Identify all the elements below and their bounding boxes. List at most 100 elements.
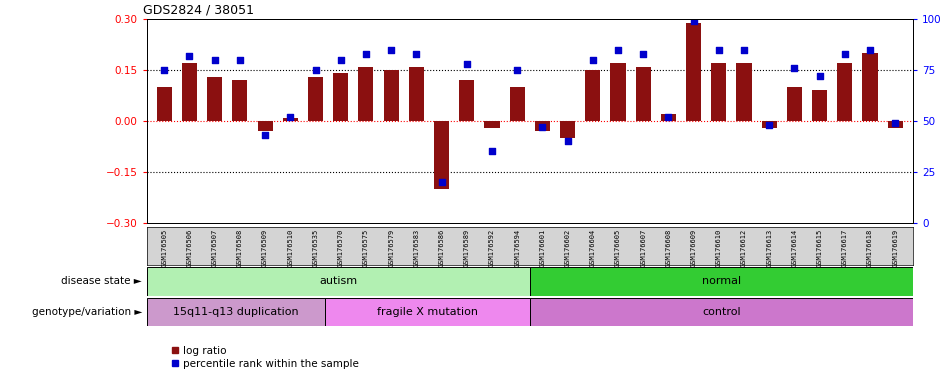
Bar: [157, 87, 172, 121]
Point: [257, 132, 272, 138]
Text: GSM176509: GSM176509: [262, 228, 268, 267]
Text: GSM176506: GSM176506: [186, 228, 192, 267]
Text: normal: normal: [702, 276, 741, 286]
Point: [787, 65, 802, 71]
Bar: [182, 63, 197, 121]
Text: disease state ►: disease state ►: [61, 276, 142, 286]
Bar: [147, 267, 530, 296]
Bar: [484, 121, 499, 128]
Bar: [762, 121, 777, 128]
Point: [333, 57, 348, 63]
Text: control: control: [702, 307, 741, 317]
Text: GSM176505: GSM176505: [161, 228, 167, 267]
Point: [812, 73, 827, 79]
Text: GSM176579: GSM176579: [388, 228, 394, 267]
Legend: log ratio, percentile rank within the sample: log ratio, percentile rank within the sa…: [171, 346, 359, 369]
Point: [510, 67, 525, 73]
Point: [610, 47, 625, 53]
Text: GSM176615: GSM176615: [816, 228, 823, 267]
Text: GSM176614: GSM176614: [792, 228, 797, 267]
Bar: [787, 87, 802, 121]
Text: GSM176604: GSM176604: [589, 228, 596, 267]
Text: GSM176618: GSM176618: [867, 228, 873, 267]
Text: GSM176589: GSM176589: [464, 228, 470, 267]
Point: [207, 57, 222, 63]
Bar: [530, 267, 913, 296]
Bar: [636, 67, 651, 121]
Text: GSM176592: GSM176592: [489, 228, 495, 267]
Text: GSM176601: GSM176601: [539, 228, 545, 267]
Bar: [863, 53, 878, 121]
Text: GSM176570: GSM176570: [338, 228, 343, 267]
Text: GSM176612: GSM176612: [741, 228, 747, 267]
Bar: [233, 80, 248, 121]
Bar: [333, 73, 348, 121]
Point: [157, 67, 172, 73]
Bar: [887, 121, 902, 128]
Point: [359, 51, 374, 57]
Bar: [510, 87, 525, 121]
Text: 15q11-q13 duplication: 15q11-q13 duplication: [173, 307, 299, 317]
Point: [560, 138, 575, 144]
Text: GSM176609: GSM176609: [691, 228, 696, 267]
Bar: [736, 63, 751, 121]
Text: genotype/variation ►: genotype/variation ►: [31, 307, 142, 317]
Bar: [812, 91, 827, 121]
Point: [762, 122, 777, 128]
Text: GSM176608: GSM176608: [665, 228, 672, 267]
Bar: [530, 298, 913, 326]
Bar: [257, 121, 272, 131]
Bar: [207, 77, 222, 121]
Point: [409, 51, 424, 57]
Text: GSM176507: GSM176507: [212, 228, 218, 267]
Text: GSM176602: GSM176602: [565, 228, 570, 267]
Point: [636, 51, 651, 57]
Text: GDS2824 / 38051: GDS2824 / 38051: [143, 3, 254, 17]
Point: [182, 53, 197, 59]
Point: [887, 120, 902, 126]
Bar: [686, 23, 701, 121]
Point: [233, 57, 248, 63]
Bar: [610, 63, 625, 121]
Point: [434, 179, 449, 185]
Point: [534, 124, 550, 130]
Point: [863, 47, 878, 53]
Bar: [147, 298, 325, 326]
Text: GSM176583: GSM176583: [413, 228, 419, 267]
Bar: [383, 70, 398, 121]
Bar: [283, 118, 298, 121]
Point: [283, 114, 298, 120]
Text: GSM176535: GSM176535: [312, 228, 319, 267]
Text: GSM176613: GSM176613: [766, 228, 772, 267]
Bar: [560, 121, 575, 138]
Text: GSM176617: GSM176617: [842, 228, 848, 267]
Text: GSM176605: GSM176605: [615, 228, 621, 267]
Bar: [711, 63, 727, 121]
Bar: [359, 67, 374, 121]
Point: [484, 149, 499, 155]
Point: [837, 51, 852, 57]
Text: GSM176610: GSM176610: [716, 228, 722, 267]
Text: GSM176594: GSM176594: [515, 228, 520, 267]
Bar: [837, 63, 852, 121]
Point: [586, 57, 601, 63]
Bar: [459, 80, 474, 121]
Point: [686, 18, 701, 24]
Bar: [325, 298, 530, 326]
Text: autism: autism: [319, 276, 358, 286]
Point: [383, 47, 398, 53]
Bar: [434, 121, 449, 189]
Text: GSM176508: GSM176508: [236, 228, 243, 267]
Text: fragile X mutation: fragile X mutation: [377, 307, 478, 317]
Text: GSM176510: GSM176510: [288, 228, 293, 267]
Point: [661, 114, 676, 120]
Point: [736, 47, 751, 53]
Text: GSM176575: GSM176575: [363, 228, 369, 267]
Point: [308, 67, 324, 73]
Bar: [586, 70, 601, 121]
Text: GSM176607: GSM176607: [640, 228, 646, 267]
Bar: [409, 67, 424, 121]
Bar: [661, 114, 676, 121]
Bar: [534, 121, 550, 131]
Text: GSM176619: GSM176619: [892, 228, 899, 267]
